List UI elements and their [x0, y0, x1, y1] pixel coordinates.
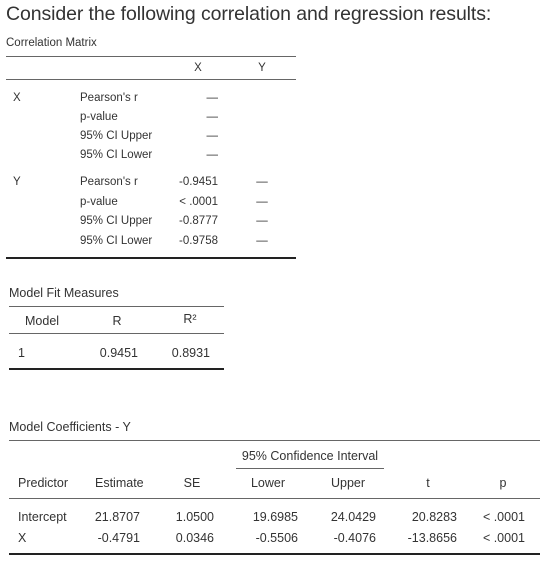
- ci-group-header: 95% Confidence Interval: [241, 449, 379, 463]
- table-bottom-rule: [6, 257, 296, 259]
- header-rule: [9, 333, 224, 334]
- stat-label: 95% CI Upper: [80, 130, 153, 142]
- cell-y: —: [256, 235, 268, 247]
- row-var-y: Y: [13, 176, 21, 188]
- cell-y: —: [256, 215, 268, 227]
- cell-x: —: [206, 111, 219, 123]
- cell-lower: -0.5506: [255, 531, 298, 545]
- cell-x: -0.9758: [178, 235, 218, 247]
- table-bottom-rule: [9, 368, 224, 370]
- header-upper: Upper: [330, 476, 366, 490]
- cell-x: —: [206, 149, 219, 161]
- cell-t: -13.8656: [407, 531, 457, 545]
- correlation-matrix-title: Correlation Matrix: [6, 37, 97, 49]
- cell-r2: 0.8931: [171, 346, 210, 360]
- table-top-rule: [9, 306, 224, 307]
- cell-estimate: -0.4791: [97, 531, 140, 545]
- cell-y: —: [256, 176, 268, 188]
- header-predictor: Predictor: [18, 476, 69, 490]
- header-estimate: Estimate: [95, 476, 144, 490]
- table-top-rule: [6, 56, 296, 57]
- header-rule: [6, 79, 296, 80]
- cell-t: 20.8283: [411, 510, 457, 524]
- cell-p: < .0001: [482, 531, 525, 545]
- cell-estimate: 21.8707: [94, 510, 140, 524]
- header-se: SE: [183, 476, 201, 490]
- header-lower: Lower: [250, 476, 286, 490]
- cell-p: < .0001: [482, 510, 525, 524]
- header-rule: [9, 498, 540, 499]
- stat-label: Pearson's r: [80, 176, 138, 188]
- cell-se: 0.0346: [175, 531, 214, 545]
- page-heading: Consider the following correlation and r…: [6, 3, 492, 25]
- header-p: p: [499, 476, 507, 490]
- table-bottom-rule: [9, 553, 540, 555]
- stat-label: 95% CI Lower: [80, 235, 153, 247]
- column-header-x: X: [194, 62, 202, 74]
- cell-x: -0.8777: [178, 215, 218, 227]
- column-header-y: Y: [258, 62, 266, 74]
- cell-upper: -0.4076: [333, 531, 376, 545]
- coefficients-title: Model Coefficients - Y: [9, 420, 131, 434]
- cell-y: —: [256, 196, 268, 208]
- table-top-rule: [9, 440, 540, 441]
- cell-r: 0.9451: [99, 346, 138, 360]
- stat-label: Pearson's r: [80, 92, 138, 104]
- cell-x: —: [206, 130, 219, 142]
- stat-label: p-value: [80, 111, 118, 123]
- ci-group-rule: [236, 468, 384, 469]
- cell-x: —: [206, 92, 219, 104]
- header-r: R: [112, 314, 122, 328]
- cell-model: 1: [18, 346, 25, 360]
- stat-label: 95% CI Upper: [80, 215, 153, 227]
- stat-label: 95% CI Lower: [80, 149, 153, 161]
- model-fit-title: Model Fit Measures: [9, 286, 119, 300]
- cell-se: 1.0500: [175, 510, 214, 524]
- stat-label: p-value: [80, 196, 118, 208]
- cell-lower: 19.6985: [252, 510, 298, 524]
- cell-x: -0.9451: [178, 176, 218, 188]
- cell-predictor: X: [18, 531, 27, 545]
- cell-predictor: Intercept: [18, 510, 67, 524]
- cell-upper: 24.0429: [330, 510, 376, 524]
- header-model: Model: [25, 314, 60, 328]
- header-t: t: [426, 476, 430, 490]
- row-var-x: X: [13, 92, 21, 104]
- header-r2: R²: [183, 312, 197, 326]
- cell-x: < .0001: [179, 196, 218, 208]
